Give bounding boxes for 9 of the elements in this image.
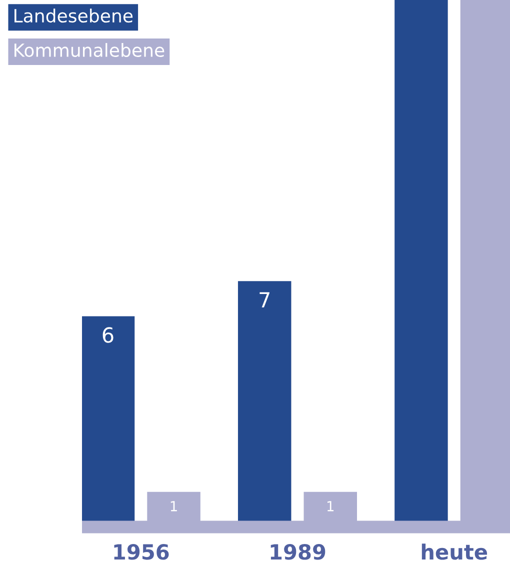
x-tick-label: 1989 xyxy=(270,544,326,560)
data-label: 6 xyxy=(102,327,114,343)
data-label: 1 xyxy=(170,501,177,512)
data-label: 7 xyxy=(260,292,270,308)
x-tick-label: 1956 xyxy=(114,544,169,560)
x-tick-label: heute xyxy=(422,544,488,560)
data-label: 1 xyxy=(327,501,334,512)
text: Landesebene xyxy=(14,8,133,23)
text: Kommunalebene xyxy=(14,43,164,58)
